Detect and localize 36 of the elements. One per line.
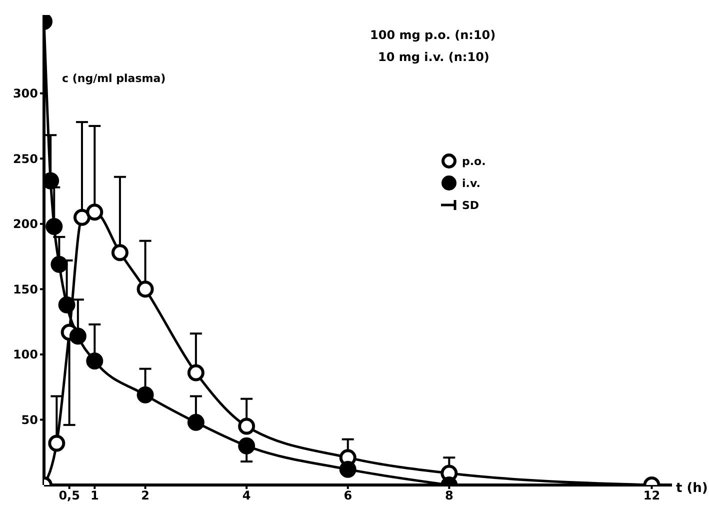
point: [48, 434, 66, 452]
point: [69, 328, 86, 345]
point: [86, 204, 104, 221]
y-tick-label: 50: [21, 412, 38, 427]
point: [73, 208, 90, 226]
x-tick-label: 2: [141, 488, 150, 503]
x-tick-label: 4: [242, 488, 251, 503]
text: 10 mg i.v. (n:10): [378, 50, 490, 64]
x-tick-label: 12: [643, 488, 660, 503]
x-tick-label: 6: [344, 488, 352, 503]
x-axis-title: t (h): [676, 481, 708, 496]
y-tick-label: 100: [12, 348, 38, 362]
point: [111, 244, 128, 262]
x-tick-label: 1: [90, 488, 99, 503]
x-tick-label: 0,5: [58, 488, 80, 503]
point: [136, 386, 154, 404]
point: [238, 418, 256, 435]
text: 100 mg p.o. (n:10): [370, 28, 496, 42]
point: [339, 460, 356, 478]
point: [238, 437, 256, 454]
x-tick-label: 8: [444, 488, 454, 503]
point: [50, 256, 68, 273]
y-tick-label: 200: [12, 217, 38, 232]
point: [187, 414, 204, 431]
y-axis-title: c (ng/ml plasma): [62, 72, 166, 85]
y-tick-label: 250: [12, 152, 38, 166]
point: [86, 352, 104, 370]
y-tick-label: 150: [12, 282, 38, 296]
point: [187, 364, 204, 382]
legend-label: p.o.: [462, 154, 486, 168]
point: [46, 218, 63, 235]
y-tick-label: 300: [12, 86, 38, 101]
annotation: SD: [462, 198, 480, 212]
point: [58, 296, 76, 314]
legend-label: i.v.: [462, 176, 480, 190]
point: [136, 280, 154, 298]
